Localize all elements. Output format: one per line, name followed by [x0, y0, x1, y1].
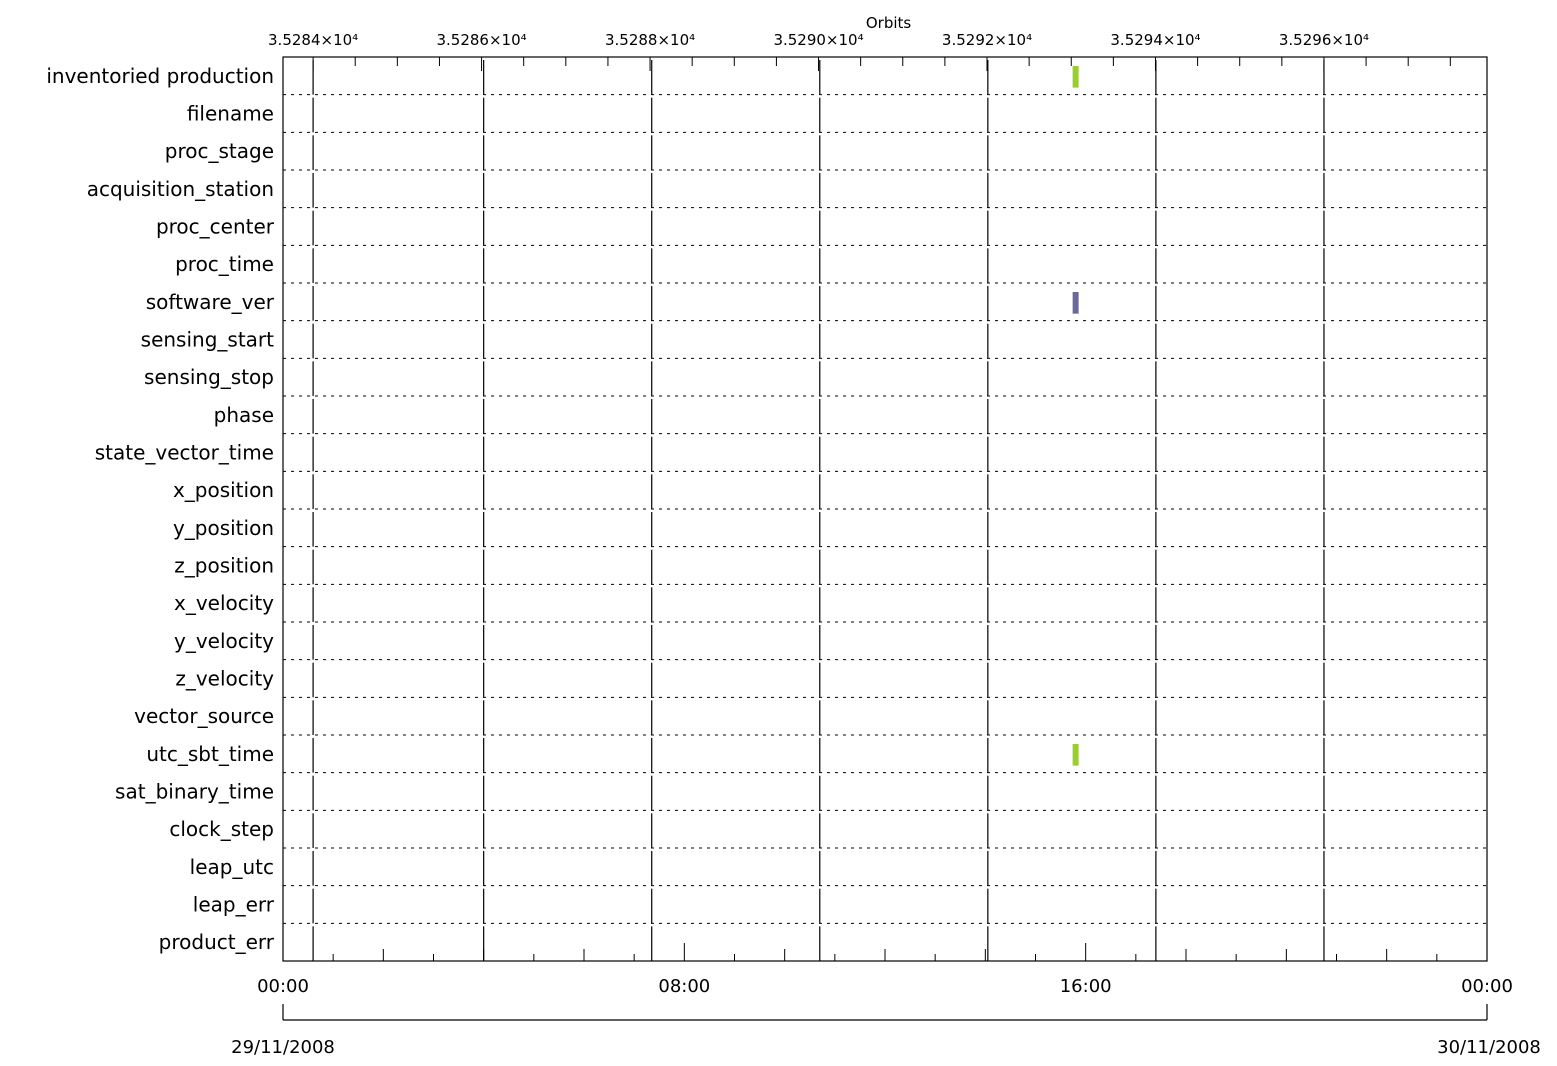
top-axis-tick-label: 3.5288×10⁴: [605, 31, 695, 49]
top-axis-tick-label: 3.5292×10⁴: [942, 31, 1032, 49]
event-mark: [1072, 744, 1079, 766]
row-label: filename: [187, 102, 274, 126]
row-label: leap_err: [193, 893, 275, 917]
row-label: utc_sbt_time: [146, 742, 274, 766]
row-label: phase: [214, 403, 274, 427]
row-label: proc_stage: [165, 139, 274, 163]
end-date-label: 30/11/2008: [1437, 1037, 1541, 1058]
event-mark: [1072, 66, 1079, 88]
top-axis-tick-label: 3.5284×10⁴: [268, 31, 358, 49]
row-label: y_position: [173, 516, 274, 540]
bottom-axis-tick-label: 16:00: [1060, 976, 1112, 997]
top-axis-label: Orbits: [866, 14, 912, 32]
row-label: z_position: [174, 554, 274, 578]
row-label: sensing_stop: [144, 365, 274, 389]
row-label: clock_step: [169, 817, 274, 841]
start-date-label: 29/11/2008: [231, 1037, 335, 1058]
row-label: proc_center: [156, 215, 275, 239]
top-axis-tick-label: 3.5294×10⁴: [1110, 31, 1200, 49]
bottom-axis-tick-label: 00:00: [1461, 976, 1513, 997]
row-label: y_velocity: [174, 629, 274, 653]
row-label: state_vector_time: [95, 441, 274, 465]
event-mark: [1072, 292, 1079, 314]
row-label: x_position: [173, 478, 274, 502]
row-label: product_err: [159, 930, 275, 954]
row-label: proc_time: [175, 252, 274, 276]
row-label: software_ver: [146, 290, 275, 314]
row-label: sensing_start: [141, 328, 274, 352]
row-label: acquisition_station: [87, 177, 274, 201]
top-axis-tick-label: 3.5290×10⁴: [773, 31, 863, 49]
row-label: vector_source: [134, 704, 274, 728]
row-label: z_velocity: [175, 667, 274, 691]
top-axis-tick-label: 3.5296×10⁴: [1279, 31, 1369, 49]
top-axis-tick-label: 3.5286×10⁴: [436, 31, 526, 49]
bottom-axis-tick-label: 08:00: [658, 976, 710, 997]
row-label: leap_utc: [190, 855, 274, 879]
row-label: inventoried production: [46, 64, 274, 88]
bottom-axis-tick-label: 00:00: [257, 976, 309, 997]
row-label: x_velocity: [174, 591, 274, 615]
row-label: sat_binary_time: [115, 780, 274, 804]
